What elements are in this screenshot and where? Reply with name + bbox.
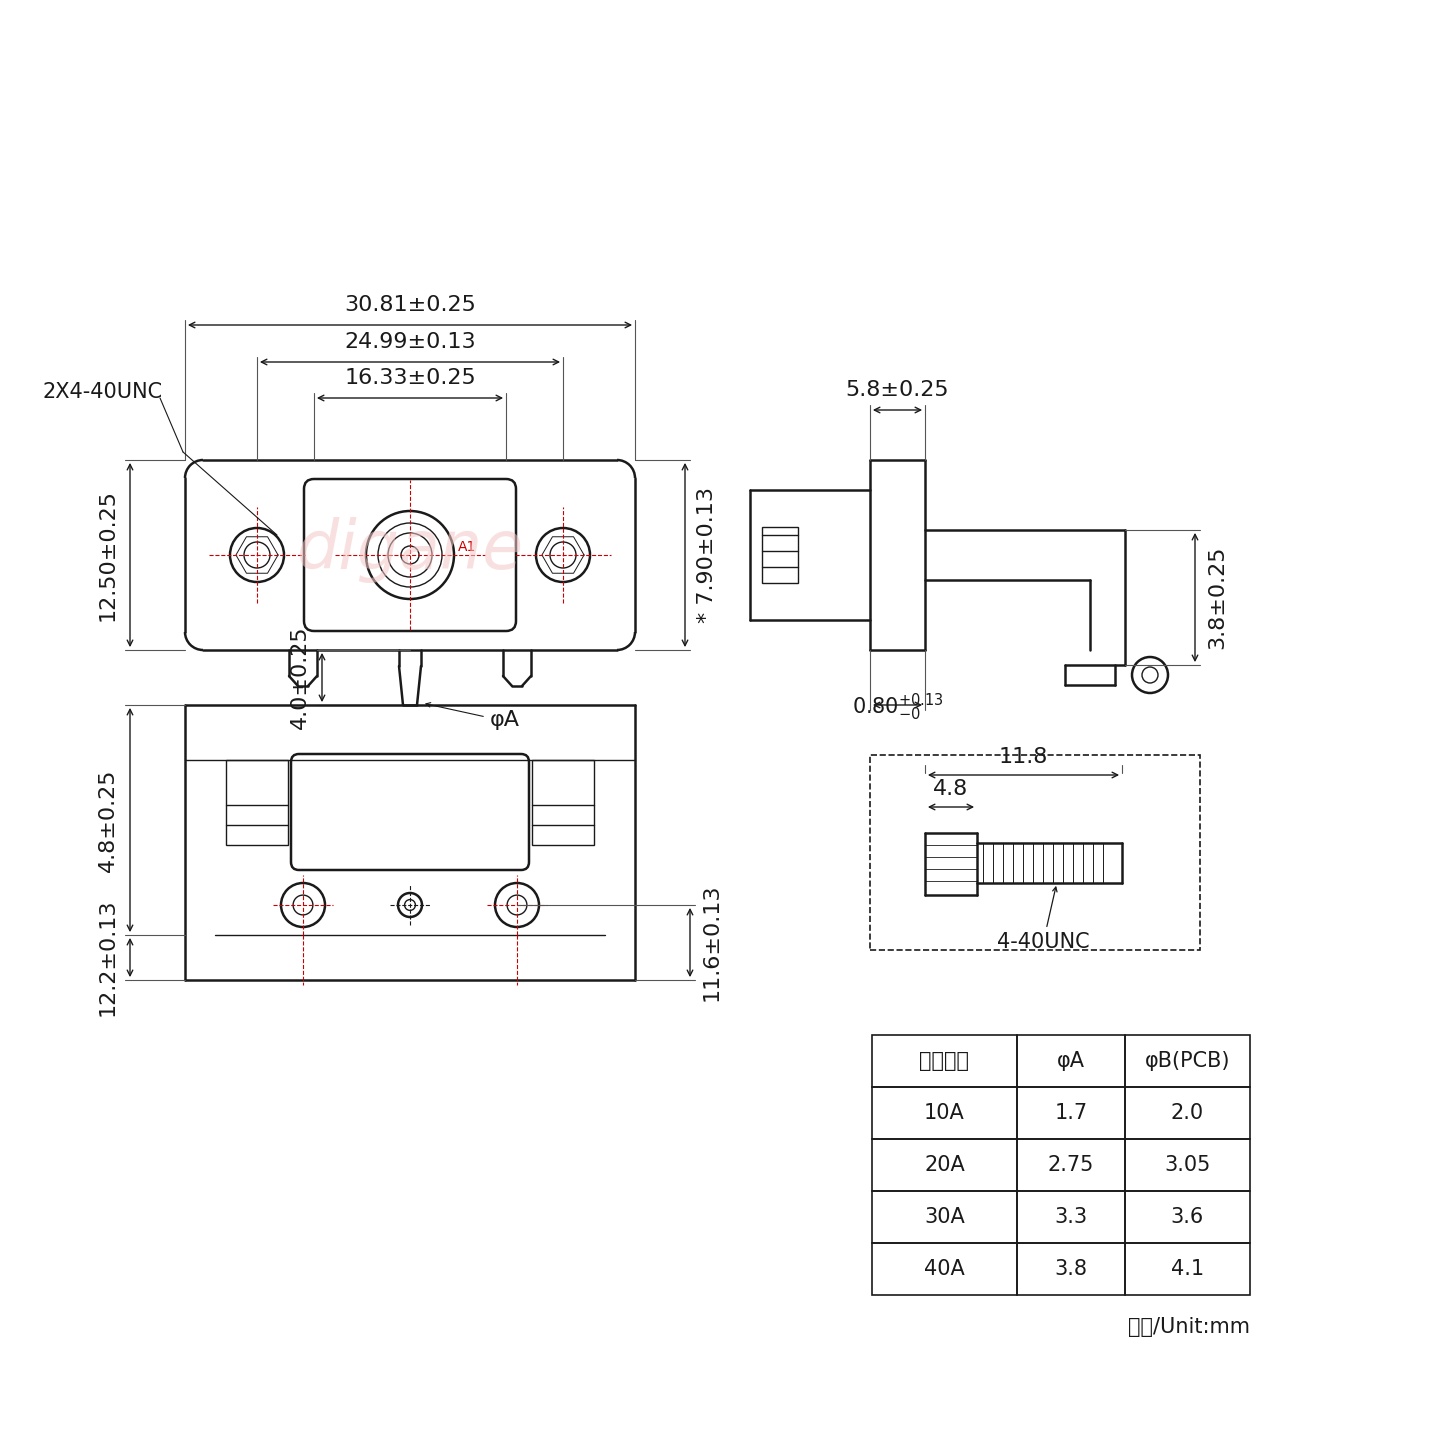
Bar xyxy=(1125,1139,1250,1191)
Text: 4.8±0.25: 4.8±0.25 xyxy=(98,769,118,871)
Text: 4.0±0.25: 4.0±0.25 xyxy=(289,626,310,729)
Text: 3.8±0.25: 3.8±0.25 xyxy=(1207,546,1227,649)
Bar xyxy=(226,760,288,845)
Bar xyxy=(1017,1035,1125,1087)
Bar xyxy=(531,760,593,845)
Text: 20A: 20A xyxy=(924,1155,965,1175)
Bar xyxy=(1017,1191,1125,1243)
Bar xyxy=(1017,1139,1125,1191)
Text: 11.8: 11.8 xyxy=(999,747,1048,768)
Text: 2X4-40UNC: 2X4-40UNC xyxy=(42,382,163,402)
Bar xyxy=(873,1243,1017,1295)
Text: 单位/Unit:mm: 单位/Unit:mm xyxy=(1128,1318,1250,1336)
Text: 40A: 40A xyxy=(924,1259,965,1279)
Text: 4-40UNC: 4-40UNC xyxy=(996,887,1090,952)
Text: 3.05: 3.05 xyxy=(1165,1155,1211,1175)
Text: 额定电流: 额定电流 xyxy=(920,1051,969,1071)
Text: φB(PCB): φB(PCB) xyxy=(1145,1051,1230,1071)
Text: * 7.90±0.13: * 7.90±0.13 xyxy=(697,487,717,624)
Text: φA: φA xyxy=(490,710,520,730)
Text: digane: digane xyxy=(297,517,524,583)
Bar xyxy=(873,1087,1017,1139)
Text: 2.75: 2.75 xyxy=(1048,1155,1094,1175)
Text: 12.2±0.13: 12.2±0.13 xyxy=(98,899,118,1017)
Text: φA: φA xyxy=(1057,1051,1084,1071)
Text: 3.8: 3.8 xyxy=(1054,1259,1087,1279)
Bar xyxy=(762,527,798,583)
Text: 12.50±0.25: 12.50±0.25 xyxy=(98,490,118,621)
Text: A1: A1 xyxy=(458,540,477,554)
Text: 4.1: 4.1 xyxy=(1171,1259,1204,1279)
Bar xyxy=(1017,1243,1125,1295)
Bar xyxy=(870,755,1200,950)
Bar xyxy=(1125,1087,1250,1139)
Text: 3.6: 3.6 xyxy=(1171,1207,1204,1227)
Text: 5.8±0.25: 5.8±0.25 xyxy=(845,380,949,400)
Text: 30A: 30A xyxy=(924,1207,965,1227)
Text: 1.7: 1.7 xyxy=(1054,1103,1087,1123)
Text: 0.80$^{+0.13}_{-0}$: 0.80$^{+0.13}_{-0}$ xyxy=(851,691,943,723)
Bar xyxy=(1125,1035,1250,1087)
Text: 3.3: 3.3 xyxy=(1054,1207,1087,1227)
Text: 11.6±0.13: 11.6±0.13 xyxy=(701,884,721,1001)
Bar xyxy=(873,1035,1017,1087)
Bar xyxy=(1017,1087,1125,1139)
Text: 10A: 10A xyxy=(924,1103,965,1123)
Bar xyxy=(873,1139,1017,1191)
Text: 16.33±0.25: 16.33±0.25 xyxy=(344,369,475,387)
Bar xyxy=(1125,1191,1250,1243)
Bar xyxy=(1125,1243,1250,1295)
Text: 2.0: 2.0 xyxy=(1171,1103,1204,1123)
Text: 4.8: 4.8 xyxy=(933,779,969,799)
Text: 30.81±0.25: 30.81±0.25 xyxy=(344,295,477,315)
Bar xyxy=(873,1191,1017,1243)
Text: 24.99±0.13: 24.99±0.13 xyxy=(344,333,475,351)
